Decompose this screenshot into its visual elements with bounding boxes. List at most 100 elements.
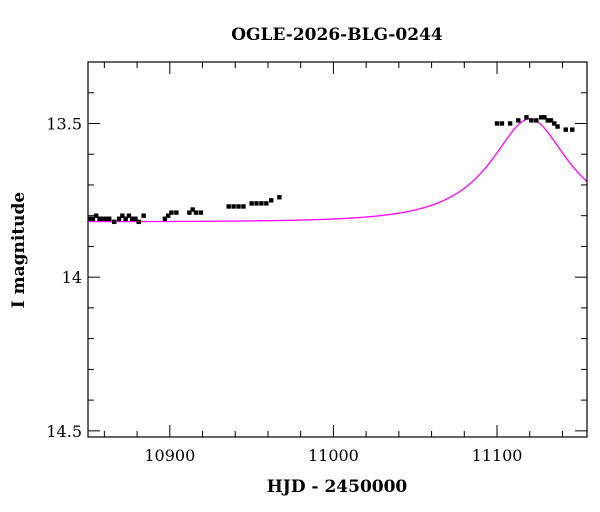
point-marker <box>570 127 575 132</box>
point-marker <box>534 118 539 123</box>
point-marker <box>269 198 274 203</box>
data-point <box>129 216 135 221</box>
data-points <box>88 115 575 225</box>
data-point <box>259 201 264 206</box>
data-point <box>534 118 539 123</box>
y-tick-label: 14 <box>62 268 82 287</box>
data-point <box>555 124 560 129</box>
point-marker <box>193 210 199 215</box>
point-marker <box>198 210 204 215</box>
point-marker <box>107 216 112 221</box>
x-tick-label: 11000 <box>308 446 359 465</box>
point-marker <box>100 216 105 221</box>
point-marker <box>226 204 231 209</box>
point-marker <box>141 213 146 218</box>
x-tick-label: 10900 <box>144 446 195 465</box>
point-marker <box>236 204 241 209</box>
point-marker <box>241 204 246 209</box>
data-point <box>169 210 174 215</box>
data-point <box>524 115 529 120</box>
point-marker <box>169 210 174 215</box>
point-marker <box>126 213 132 218</box>
data-point <box>269 198 274 203</box>
data-point <box>254 201 259 206</box>
point-marker <box>264 201 269 206</box>
data-point <box>570 127 575 132</box>
point-marker <box>116 216 122 221</box>
point-marker <box>129 216 135 221</box>
data-point <box>264 201 269 206</box>
point-marker <box>111 219 117 225</box>
plot-frame <box>87 61 588 438</box>
data-point <box>90 216 96 221</box>
data-point <box>494 121 500 126</box>
point-marker <box>133 216 138 221</box>
data-point <box>507 121 513 126</box>
data-point <box>123 216 128 221</box>
data-point <box>165 213 171 218</box>
data-point <box>136 219 141 225</box>
data-point <box>277 195 282 200</box>
data-point <box>97 216 102 221</box>
data-point <box>120 213 125 218</box>
data-point <box>88 216 92 221</box>
data-point <box>116 216 122 221</box>
point-marker <box>136 219 141 225</box>
point-marker <box>552 121 557 126</box>
point-marker <box>90 216 96 221</box>
point-marker <box>548 118 554 123</box>
data-point <box>563 127 568 132</box>
data-point <box>545 118 550 123</box>
point-marker <box>162 216 168 221</box>
data-point <box>231 204 236 209</box>
point-marker <box>103 216 109 221</box>
data-point <box>542 115 547 120</box>
y-axis-label: I magnitude <box>9 192 29 309</box>
data-point <box>190 207 195 212</box>
y-tick-label: 14.5 <box>46 422 82 441</box>
data-point <box>193 210 199 215</box>
data-point <box>538 115 544 120</box>
point-marker <box>174 210 179 215</box>
point-marker <box>97 216 102 221</box>
data-point <box>529 118 534 123</box>
point-marker <box>249 201 254 206</box>
point-marker <box>187 210 192 215</box>
point-marker <box>190 207 195 212</box>
point-marker <box>529 118 534 123</box>
data-point <box>241 204 246 209</box>
data-point <box>100 216 105 221</box>
data-point <box>126 213 132 218</box>
point-marker <box>123 216 128 221</box>
point-marker <box>524 115 529 120</box>
point-marker <box>499 121 505 126</box>
point-marker <box>277 195 282 200</box>
point-marker <box>93 213 99 218</box>
data-point <box>187 210 192 215</box>
point-marker <box>516 118 521 123</box>
point-marker <box>165 213 171 218</box>
y-tick-label: 13.5 <box>46 114 82 133</box>
data-point <box>552 121 557 126</box>
x-axis-label: HJD - 2450000 <box>267 477 408 497</box>
point-marker <box>259 201 264 206</box>
point-marker <box>507 121 513 126</box>
point-marker <box>555 124 560 129</box>
point-marker <box>542 115 547 120</box>
data-point <box>499 121 505 126</box>
data-point <box>162 216 168 221</box>
data-point <box>249 201 254 206</box>
model-curve <box>88 118 587 223</box>
data-point <box>516 118 521 123</box>
data-point <box>111 219 117 225</box>
data-point <box>174 210 179 215</box>
point-marker <box>231 204 236 209</box>
point-marker <box>563 127 568 132</box>
data-point <box>107 216 112 221</box>
data-point <box>236 204 241 209</box>
data-point <box>93 213 99 218</box>
tick-labels-group: 10900 11000 11100 13.5 14 14.5 <box>46 114 522 465</box>
data-point <box>226 204 231 209</box>
data-point <box>133 216 138 221</box>
